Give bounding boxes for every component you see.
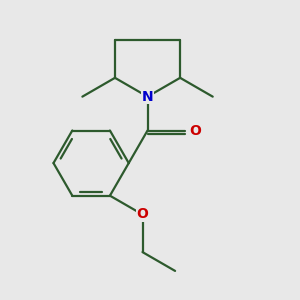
Text: N: N <box>142 90 153 104</box>
Text: O: O <box>136 208 148 221</box>
Text: O: O <box>189 124 201 137</box>
